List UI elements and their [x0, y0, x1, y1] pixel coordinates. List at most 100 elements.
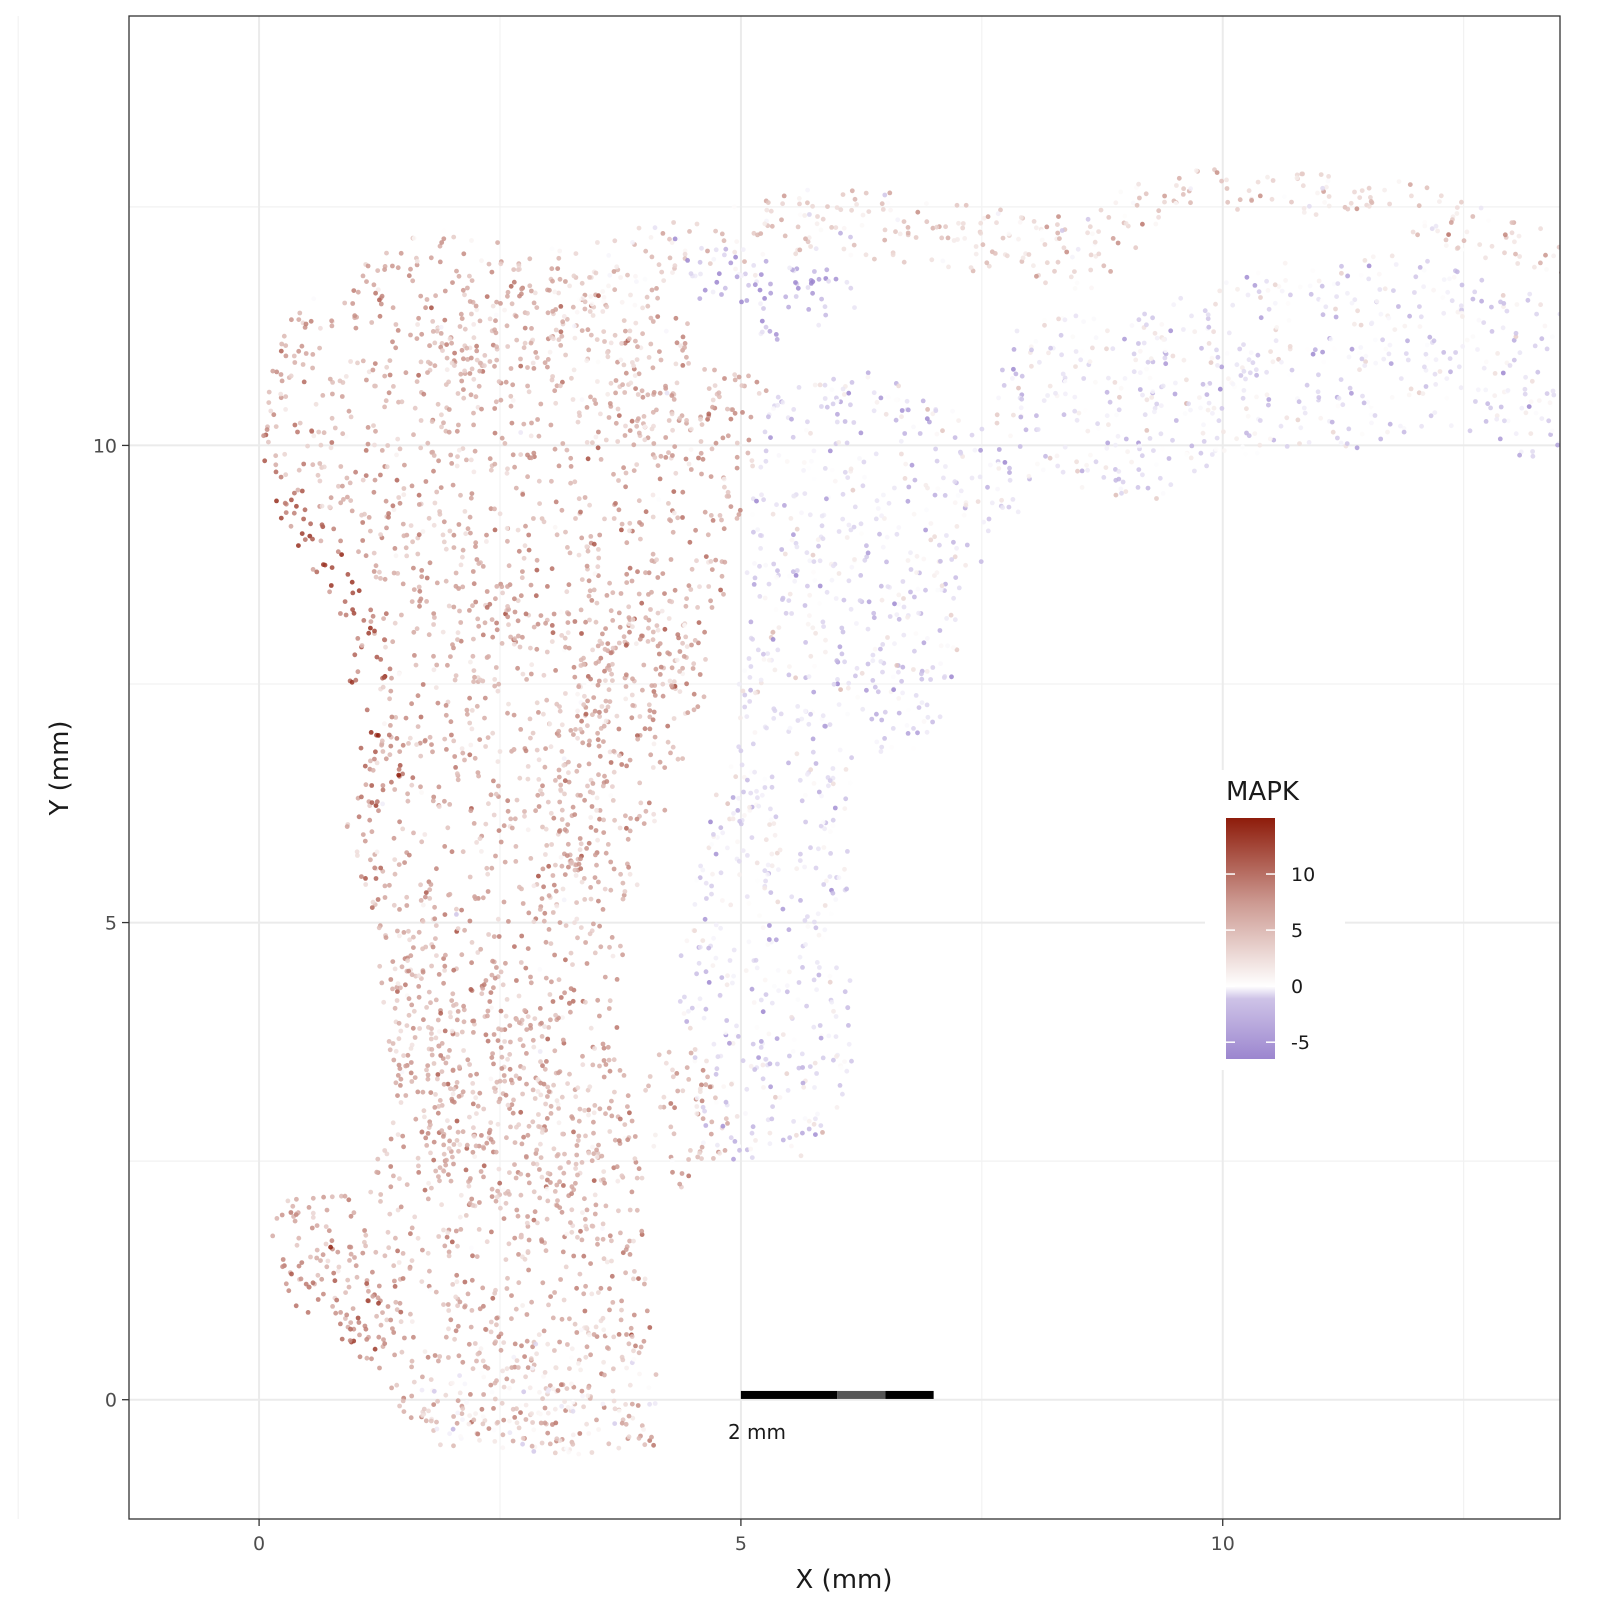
cell-point — [305, 444, 310, 449]
cell-point — [1334, 294, 1339, 299]
cell-point — [760, 793, 765, 798]
cell-point — [412, 1215, 417, 1220]
cell-point — [899, 452, 904, 457]
cell-point — [1254, 395, 1259, 400]
cell-point — [812, 1085, 817, 1090]
cell-point — [1530, 379, 1535, 384]
cell-point — [363, 764, 368, 769]
cell-point — [1475, 347, 1480, 352]
cell-point — [494, 1322, 499, 1327]
cell-point — [450, 1029, 455, 1034]
cell-point — [328, 1245, 333, 1250]
cell-point — [1258, 418, 1263, 423]
cell-point — [543, 852, 548, 857]
cell-point — [750, 464, 755, 469]
cell-point — [350, 301, 355, 306]
cell-point — [674, 1071, 679, 1076]
cell-point — [933, 408, 938, 413]
cell-point — [853, 505, 858, 510]
cell-point — [452, 545, 457, 550]
cell-point — [697, 620, 702, 625]
cell-point — [596, 293, 601, 298]
cell-point — [1513, 252, 1518, 257]
cell-point — [474, 394, 479, 399]
cell-point — [802, 865, 807, 870]
cell-point — [659, 665, 664, 670]
cell-point — [846, 1023, 851, 1028]
cell-point — [838, 1083, 843, 1088]
cell-point — [551, 1083, 556, 1088]
cell-point — [396, 981, 401, 986]
cell-point — [1530, 449, 1535, 454]
cell-point — [476, 561, 481, 566]
cell-point — [700, 422, 705, 427]
cell-point — [487, 999, 492, 1004]
cell-point — [1345, 291, 1350, 296]
cell-point — [456, 1149, 461, 1154]
cell-point — [334, 1298, 339, 1303]
cell-point — [763, 879, 768, 884]
cell-point — [694, 971, 699, 976]
cell-point — [558, 783, 563, 788]
cell-point — [451, 1162, 456, 1167]
cell-point — [716, 1054, 721, 1059]
cell-point — [980, 427, 985, 432]
cell-point — [429, 964, 434, 969]
cell-point — [1326, 174, 1331, 179]
cell-point — [828, 722, 833, 727]
cell-point — [1203, 308, 1208, 313]
cell-point — [1514, 431, 1519, 436]
cell-point — [953, 575, 958, 580]
cell-point — [595, 1242, 600, 1247]
cell-point — [791, 494, 796, 499]
cell-point — [629, 1326, 634, 1331]
cell-point — [436, 458, 441, 463]
cell-point — [541, 884, 546, 889]
cell-point — [448, 529, 453, 534]
cell-point — [701, 1068, 706, 1073]
cell-point — [935, 588, 940, 593]
cell-point — [448, 1317, 453, 1322]
cell-point — [1335, 281, 1340, 286]
cell-point — [735, 839, 740, 844]
cell-point — [608, 1233, 613, 1238]
cell-point — [519, 287, 524, 292]
cell-point — [391, 1041, 396, 1046]
cell-point — [486, 1009, 491, 1014]
cell-point — [1379, 312, 1384, 317]
cell-point — [381, 616, 386, 621]
cell-point — [842, 1059, 847, 1064]
cell-point — [651, 717, 656, 722]
cell-point — [488, 456, 493, 461]
cell-point — [580, 1238, 585, 1243]
cell-point — [401, 743, 406, 748]
cell-point — [589, 1292, 594, 1297]
cell-point — [539, 1155, 544, 1160]
cell-point — [577, 410, 582, 415]
cell-point — [1385, 430, 1390, 435]
cell-point — [343, 599, 348, 604]
cell-point — [438, 1053, 443, 1058]
cell-point — [1011, 497, 1016, 502]
cell-point — [564, 923, 569, 928]
cell-point — [363, 876, 368, 881]
cell-point — [1573, 328, 1578, 333]
cell-point — [652, 710, 657, 715]
cell-point — [624, 684, 629, 689]
cell-point — [1016, 237, 1021, 242]
cell-point — [419, 418, 424, 423]
cell-point — [919, 671, 924, 676]
cell-point — [560, 722, 565, 727]
cell-point — [823, 650, 828, 655]
cell-point — [423, 895, 428, 900]
cell-point — [620, 952, 625, 957]
cell-point — [818, 584, 823, 589]
cell-point — [1080, 485, 1085, 490]
cell-point — [407, 1013, 412, 1018]
cell-point — [432, 667, 437, 672]
cell-point — [1286, 301, 1291, 306]
cell-point — [1360, 394, 1365, 399]
cell-point — [623, 484, 628, 489]
cell-point — [595, 1237, 600, 1242]
cell-point — [266, 400, 271, 405]
